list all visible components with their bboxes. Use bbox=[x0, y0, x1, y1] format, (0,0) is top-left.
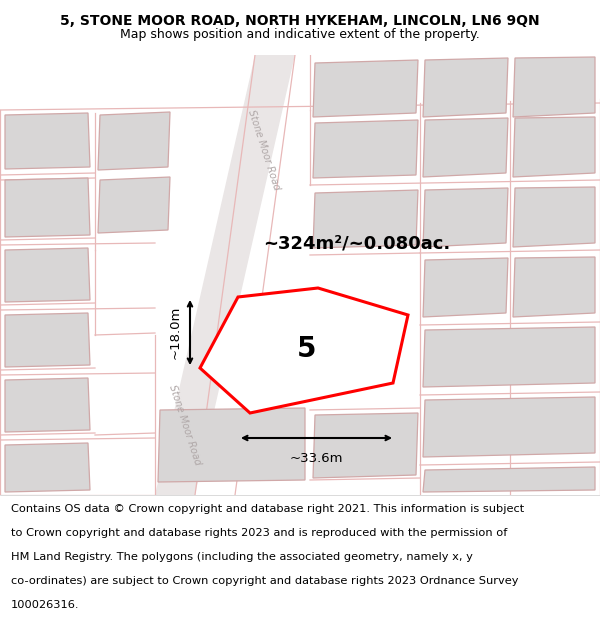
Polygon shape bbox=[5, 313, 90, 367]
Text: ~324m²/~0.080ac.: ~324m²/~0.080ac. bbox=[263, 234, 450, 252]
Polygon shape bbox=[5, 178, 90, 237]
Polygon shape bbox=[313, 120, 418, 178]
Text: Stone Moor Road: Stone Moor Road bbox=[167, 384, 203, 466]
Text: Stone Moor Road: Stone Moor Road bbox=[246, 109, 282, 191]
Polygon shape bbox=[513, 257, 595, 317]
Polygon shape bbox=[5, 113, 90, 169]
Polygon shape bbox=[423, 188, 508, 247]
Polygon shape bbox=[155, 55, 295, 495]
Polygon shape bbox=[313, 60, 418, 117]
Text: 5, STONE MOOR ROAD, NORTH HYKEHAM, LINCOLN, LN6 9QN: 5, STONE MOOR ROAD, NORTH HYKEHAM, LINCO… bbox=[60, 14, 540, 28]
Polygon shape bbox=[313, 413, 418, 478]
Polygon shape bbox=[423, 467, 595, 492]
Text: HM Land Registry. The polygons (including the associated geometry, namely x, y: HM Land Registry. The polygons (includin… bbox=[11, 552, 473, 562]
Polygon shape bbox=[5, 248, 90, 302]
Polygon shape bbox=[423, 327, 595, 387]
Polygon shape bbox=[158, 408, 305, 482]
Text: 100026316.: 100026316. bbox=[11, 600, 79, 610]
Text: 5: 5 bbox=[296, 335, 316, 363]
Polygon shape bbox=[98, 112, 170, 170]
Polygon shape bbox=[98, 177, 170, 233]
Text: Contains OS data © Crown copyright and database right 2021. This information is : Contains OS data © Crown copyright and d… bbox=[11, 504, 524, 514]
Text: ~33.6m: ~33.6m bbox=[290, 452, 343, 465]
Text: to Crown copyright and database rights 2023 and is reproduced with the permissio: to Crown copyright and database rights 2… bbox=[11, 528, 507, 538]
Polygon shape bbox=[200, 288, 408, 413]
Polygon shape bbox=[513, 117, 595, 177]
Polygon shape bbox=[513, 57, 595, 117]
Polygon shape bbox=[423, 118, 508, 177]
Text: Map shows position and indicative extent of the property.: Map shows position and indicative extent… bbox=[120, 28, 480, 41]
Polygon shape bbox=[423, 397, 595, 457]
Polygon shape bbox=[513, 187, 595, 247]
Text: co-ordinates) are subject to Crown copyright and database rights 2023 Ordnance S: co-ordinates) are subject to Crown copyr… bbox=[11, 576, 518, 586]
Polygon shape bbox=[423, 58, 508, 117]
Polygon shape bbox=[423, 258, 508, 317]
Polygon shape bbox=[5, 378, 90, 432]
Polygon shape bbox=[313, 190, 418, 248]
Polygon shape bbox=[5, 443, 90, 492]
Text: ~18.0m: ~18.0m bbox=[169, 306, 182, 359]
